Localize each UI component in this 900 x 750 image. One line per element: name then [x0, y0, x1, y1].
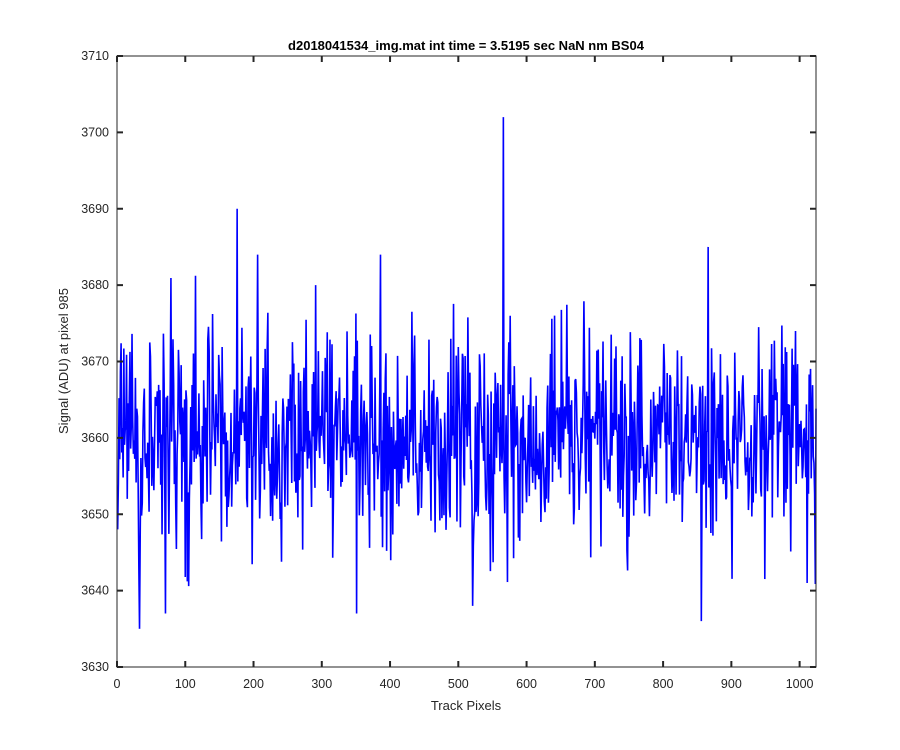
- y-axis-label: Signal (ADU) at pixel 985: [56, 288, 71, 434]
- x-tick-label: 100: [175, 677, 196, 691]
- chart-title: d2018041534_img.mat int time = 3.5195 se…: [288, 38, 645, 53]
- x-axis-label: Track Pixels: [431, 698, 502, 713]
- y-tick-label: 3670: [81, 355, 109, 369]
- x-tick-label: 500: [448, 677, 469, 691]
- x-tick-label: 300: [311, 677, 332, 691]
- x-tick-label: 400: [380, 677, 401, 691]
- x-tick-label: 200: [243, 677, 264, 691]
- series-layer: [116, 117, 817, 629]
- y-tick-label: 3660: [81, 431, 109, 445]
- y-tick-label: 3650: [81, 507, 109, 521]
- y-tick-label: 3640: [81, 584, 109, 598]
- x-tick-label: 700: [584, 677, 605, 691]
- x-tick-label: 0: [114, 677, 121, 691]
- ticks-layer: 0 100 200 300 400 500 600 700 800 900 1000 3630 3640…: [81, 49, 816, 691]
- y-tick-label: 3710: [81, 49, 109, 63]
- y-tick-label: 3630: [81, 660, 109, 674]
- x-tick-label: 900: [721, 677, 742, 691]
- y-tick-label: 3700: [81, 125, 109, 139]
- y-tick-label: 3690: [81, 202, 109, 216]
- x-tick-label: 1000: [786, 677, 814, 691]
- y-tick-label: 3680: [81, 278, 109, 292]
- x-tick-label: 600: [516, 677, 537, 691]
- series-line: [116, 117, 817, 629]
- x-tick-label: 800: [653, 677, 674, 691]
